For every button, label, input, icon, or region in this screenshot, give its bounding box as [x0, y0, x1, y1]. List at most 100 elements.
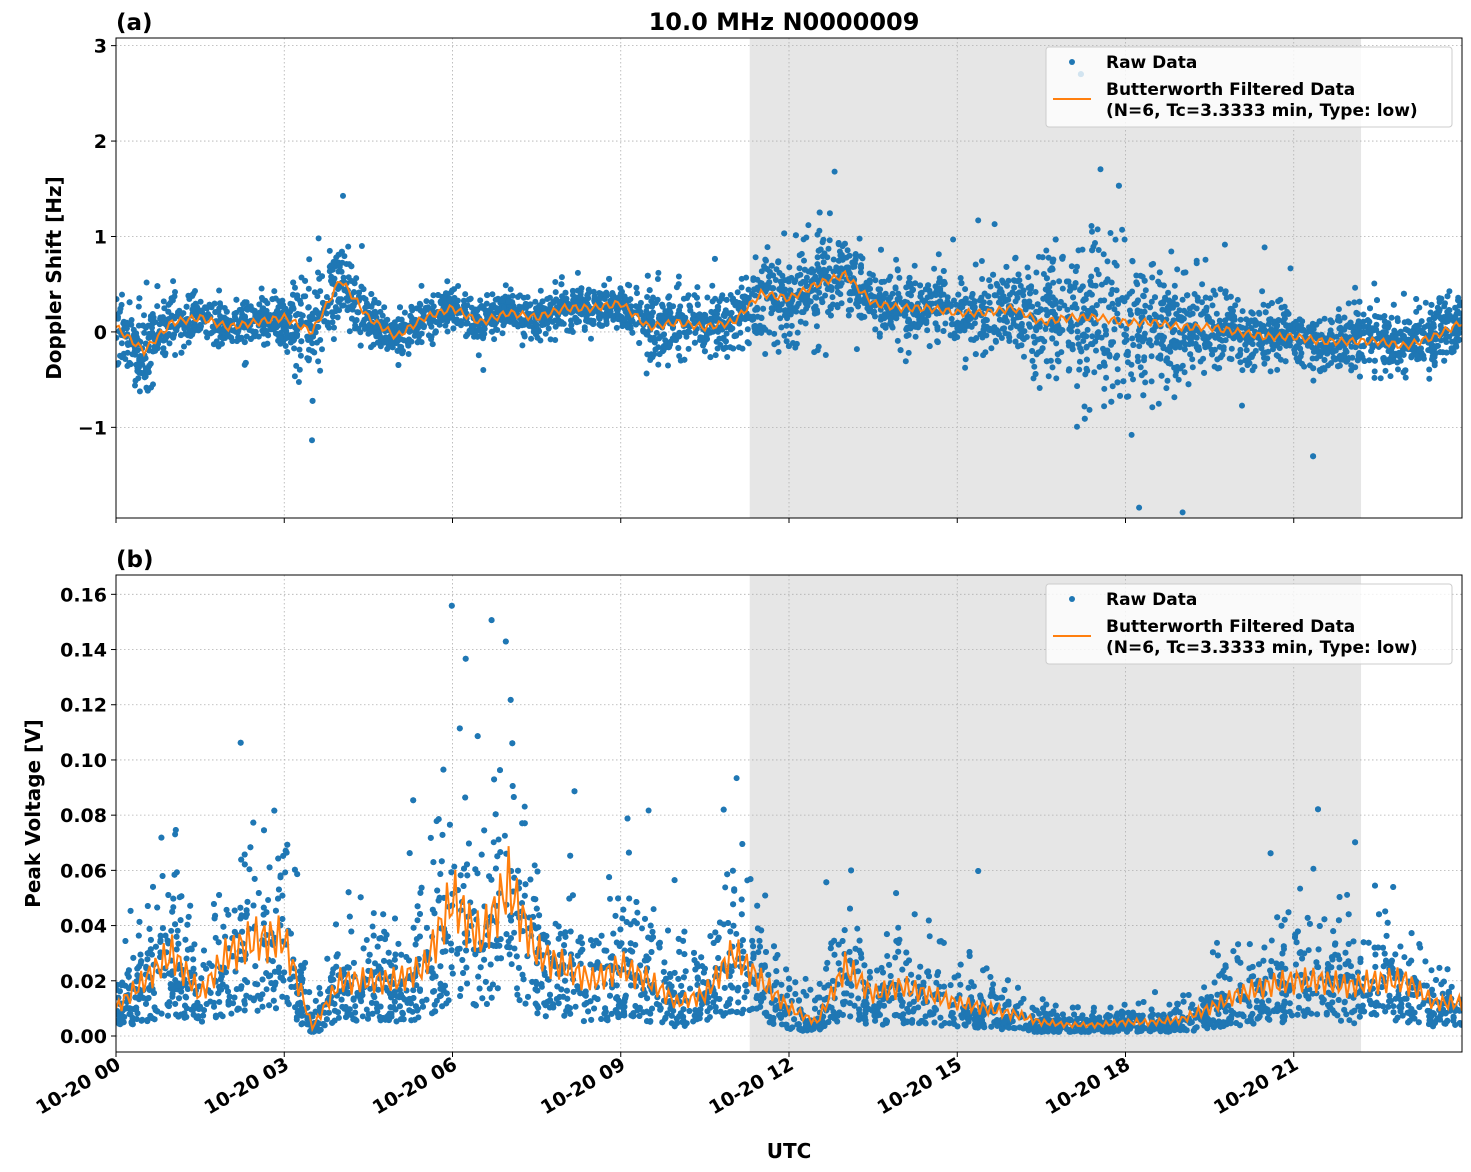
raw-data-point	[178, 332, 184, 339]
raw-data-point	[494, 327, 501, 333]
raw-data-point	[1067, 323, 1074, 330]
raw-data-point	[432, 329, 439, 335]
raw-data-point	[162, 336, 169, 343]
raw-data-point	[601, 282, 608, 289]
raw-data-point	[1422, 299, 1429, 306]
raw-data-point	[218, 340, 225, 347]
raw-data-point	[1136, 504, 1143, 511]
raw-data-point	[134, 347, 141, 354]
raw-data-point	[394, 347, 401, 354]
raw-data-point	[1452, 313, 1459, 320]
raw-data-point	[788, 299, 795, 306]
raw-data-point	[649, 303, 655, 310]
raw-data-point	[1228, 345, 1235, 352]
raw-data-point	[1280, 319, 1287, 326]
raw-data-point	[826, 210, 833, 217]
raw-data-point	[853, 300, 860, 307]
raw-data-point	[819, 239, 826, 246]
raw-data-point	[640, 328, 647, 335]
raw-data-point	[872, 313, 878, 320]
raw-data-point	[924, 327, 931, 334]
raw-data-point	[1128, 361, 1135, 368]
raw-data-point	[792, 277, 799, 284]
raw-data-point	[1199, 281, 1206, 288]
raw-data-point	[1413, 296, 1420, 302]
raw-data-point	[829, 294, 836, 301]
raw-data-point	[752, 254, 759, 261]
raw-data-point	[1018, 331, 1025, 338]
raw-data-point	[1271, 341, 1278, 348]
raw-data-point	[183, 303, 190, 310]
raw-data-point	[314, 339, 320, 346]
raw-data-point	[345, 243, 352, 250]
raw-data-point	[795, 300, 802, 307]
raw-data-point	[822, 352, 829, 358]
raw-data-point	[997, 289, 1004, 296]
raw-data-point	[512, 319, 519, 326]
raw-data-point	[698, 334, 705, 341]
raw-data-point	[1310, 365, 1317, 372]
raw-data-point	[480, 367, 487, 373]
raw-data-point	[1163, 385, 1170, 392]
raw-data-point	[651, 351, 658, 358]
raw-data-point	[379, 312, 386, 319]
raw-data-point	[1216, 317, 1223, 324]
raw-data-point	[348, 263, 355, 270]
raw-data-point	[415, 338, 422, 345]
raw-data-point	[643, 370, 650, 377]
raw-data-point	[302, 277, 309, 284]
raw-data-point	[1243, 316, 1250, 323]
raw-data-point	[616, 293, 623, 300]
raw-data-point	[1031, 339, 1038, 346]
raw-data-point	[1436, 314, 1443, 320]
raw-data-point	[417, 301, 424, 308]
raw-data-point	[1165, 360, 1172, 366]
raw-data-point	[1096, 363, 1103, 370]
raw-data-point	[395, 362, 402, 368]
raw-data-point	[277, 302, 284, 309]
raw-data-point	[1408, 354, 1415, 361]
raw-data-point	[166, 340, 173, 347]
raw-data-point	[819, 299, 826, 306]
raw-data-point	[1371, 280, 1378, 287]
raw-data-point	[993, 338, 999, 345]
raw-data-point	[1446, 288, 1453, 295]
raw-data-point	[1184, 292, 1191, 299]
raw-data-point	[1274, 322, 1281, 329]
raw-data-point	[1385, 324, 1391, 331]
raw-data-point	[1114, 310, 1121, 317]
raw-data-point	[948, 315, 955, 322]
raw-data-point	[1390, 301, 1397, 308]
raw-data-point	[1361, 358, 1368, 364]
raw-data-point	[1065, 339, 1072, 346]
raw-data-point	[480, 335, 486, 342]
raw-data-point	[315, 269, 321, 276]
raw-data-point	[773, 266, 780, 273]
raw-data-point	[650, 309, 656, 316]
raw-data-point	[597, 290, 604, 297]
raw-data-point	[463, 333, 469, 340]
raw-data-point	[1134, 309, 1141, 316]
raw-data-point	[1444, 293, 1451, 300]
raw-data-point	[292, 312, 299, 319]
raw-data-point	[1172, 342, 1179, 348]
raw-data-point	[425, 332, 432, 339]
raw-data-point	[492, 296, 499, 303]
raw-data-point	[1024, 264, 1031, 271]
raw-data-point	[621, 316, 628, 323]
raw-data-point	[468, 304, 475, 311]
raw-data-point	[1174, 266, 1181, 273]
raw-data-point	[814, 254, 821, 261]
raw-data-point	[844, 247, 851, 254]
raw-data-point	[1202, 256, 1209, 263]
raw-data-point	[676, 353, 683, 359]
raw-data-point	[894, 337, 901, 344]
raw-data-point	[1107, 230, 1114, 236]
raw-data-point	[555, 298, 562, 305]
raw-data-point	[353, 275, 360, 282]
raw-data-point	[1181, 334, 1188, 341]
raw-data-point	[435, 292, 442, 298]
raw-data-point	[406, 336, 412, 343]
raw-data-point	[1013, 291, 1020, 298]
raw-data-point	[1444, 316, 1451, 323]
